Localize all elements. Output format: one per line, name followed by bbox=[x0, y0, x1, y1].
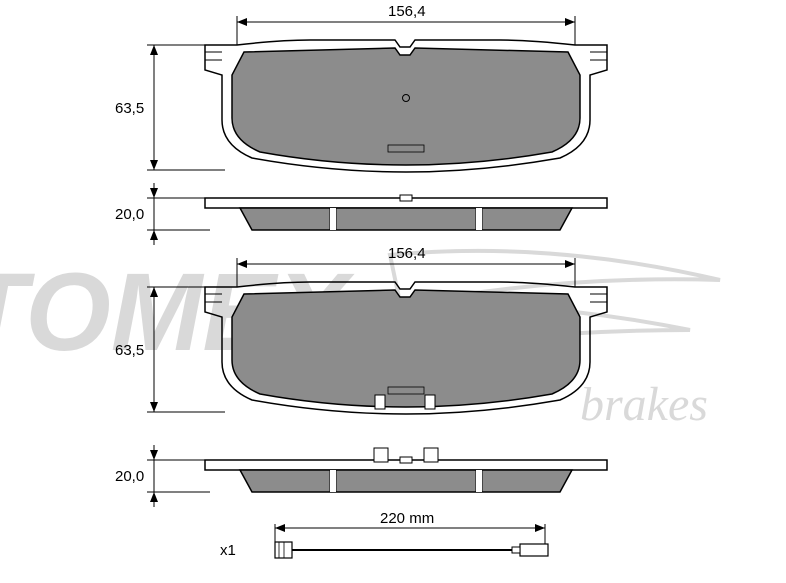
lower-height-label: 63,5 bbox=[115, 342, 144, 359]
lower-height-dimension bbox=[147, 287, 225, 412]
lower-thickness-dimension bbox=[147, 445, 210, 507]
lower-width-label: 156,4 bbox=[388, 245, 426, 262]
upper-height-label: 63,5 bbox=[115, 100, 144, 117]
lower-thickness-label: 20,0 bbox=[115, 468, 144, 485]
lower-brake-pad-side bbox=[205, 448, 607, 492]
upper-height-dimension bbox=[147, 45, 225, 170]
upper-thickness-label: 20,0 bbox=[115, 206, 144, 223]
diagram-svg bbox=[0, 0, 786, 583]
sensor-count-label: x1 bbox=[220, 542, 236, 559]
upper-brake-pad-side bbox=[205, 195, 607, 230]
wear-sensor bbox=[275, 524, 548, 558]
upper-width-label: 156,4 bbox=[388, 3, 426, 20]
sensor-length-label: 220 mm bbox=[380, 510, 434, 527]
upper-thickness-dimension bbox=[147, 183, 210, 245]
upper-brake-pad-face bbox=[205, 40, 607, 172]
lower-brake-pad-face bbox=[205, 282, 607, 414]
